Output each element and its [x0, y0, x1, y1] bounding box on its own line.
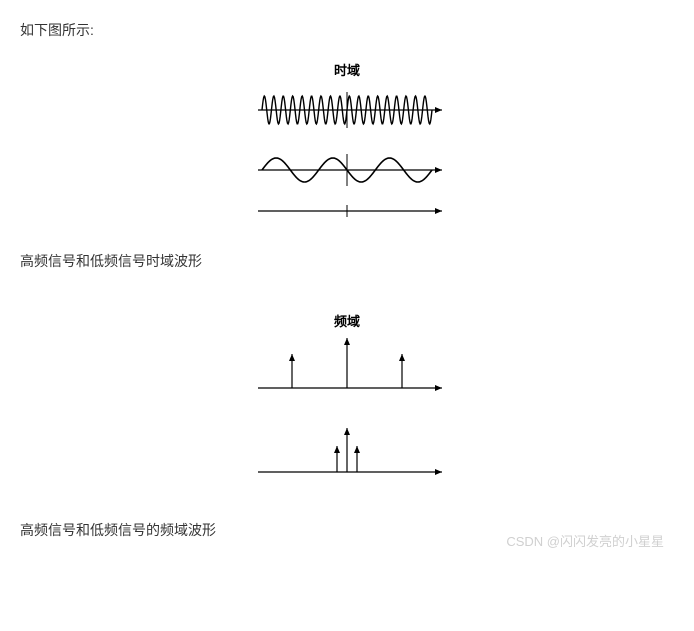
low-freq-wave [252, 145, 442, 195]
spectrum-wide [252, 336, 442, 406]
high-freq-wave [252, 85, 442, 135]
caption-freq: 高频信号和低频信号的频域波形 [20, 520, 674, 540]
time-domain-label: 时域 [20, 60, 674, 79]
intro-text: 如下图所示: [20, 20, 674, 40]
time-domain-block: 时域 [20, 60, 674, 221]
time-bottom-axis [252, 201, 442, 221]
freq-domain-label: 频域 [20, 311, 674, 330]
caption-time: 高频信号和低频信号时域波形 [20, 251, 674, 271]
spectrum-narrow [252, 424, 442, 490]
freq-domain-block: 频域 [20, 311, 674, 490]
